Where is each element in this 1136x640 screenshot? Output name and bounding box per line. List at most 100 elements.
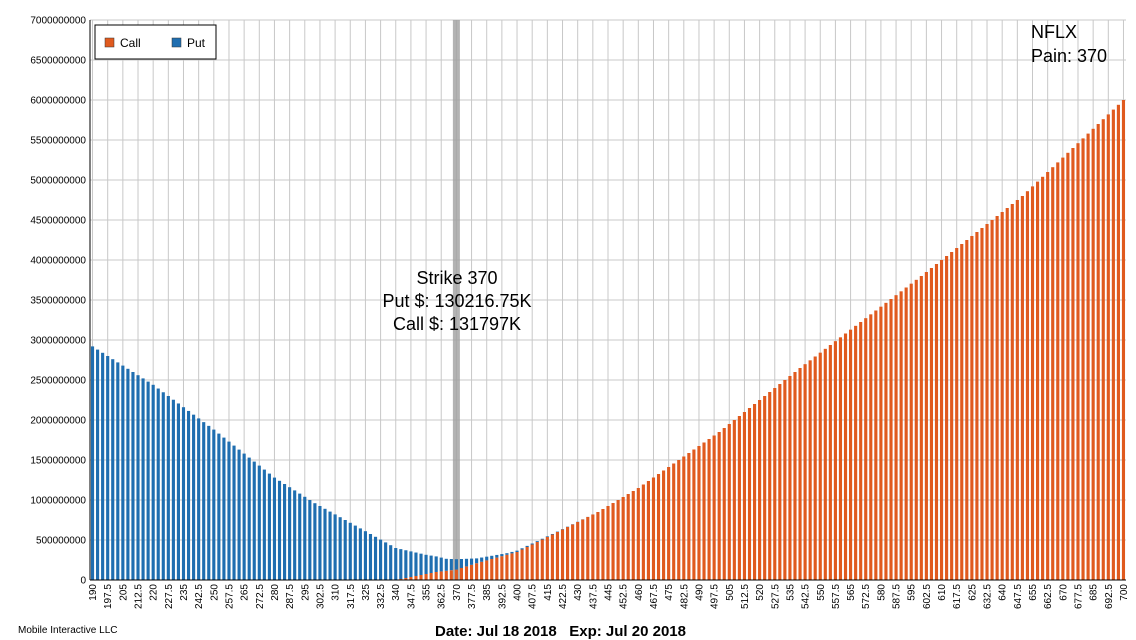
x-tick-label: 452.5	[619, 584, 630, 609]
bar-put	[116, 362, 120, 580]
bar-put	[282, 484, 287, 580]
bar-put	[96, 349, 100, 580]
x-tick-label: 580	[876, 584, 887, 601]
bar-call	[747, 408, 752, 580]
x-tick-label: 400	[513, 584, 524, 601]
legend-put-swatch	[171, 37, 182, 48]
bar-call	[672, 463, 676, 580]
legend-call-swatch	[104, 37, 115, 48]
x-tick-label: 235	[179, 584, 190, 601]
bar-call	[838, 337, 843, 580]
bar-call	[950, 252, 954, 580]
bar-call	[965, 240, 969, 580]
x-tick-label: 610	[937, 584, 948, 601]
bar-call	[985, 224, 989, 580]
bar-put	[272, 477, 277, 580]
bar-put	[515, 550, 519, 552]
bar-put	[136, 375, 140, 580]
bar-put	[333, 514, 337, 580]
bar-put	[267, 473, 271, 580]
x-tick-label: 640	[998, 584, 1009, 601]
bar-put	[424, 554, 428, 574]
bar-call	[687, 453, 691, 580]
y-tick-label: 4000000000	[30, 256, 86, 267]
bar-call	[1056, 162, 1060, 580]
bar-call	[616, 500, 620, 580]
bar-call	[960, 244, 964, 580]
bar-put	[242, 453, 246, 580]
bar-put	[262, 469, 266, 580]
bar-call	[626, 494, 630, 580]
y-tick-label: 3500000000	[30, 296, 86, 307]
x-tick-label: 362.5	[437, 584, 448, 609]
annotation-put: Put $: 130216.75K	[382, 291, 531, 311]
bar-call	[914, 279, 918, 580]
bar-call	[651, 477, 656, 580]
x-tick-label: 677.5	[1073, 584, 1084, 609]
bar-put	[126, 368, 130, 580]
highlight-layer	[452, 20, 460, 580]
x-tick-label: 632.5	[983, 584, 994, 609]
bar-call	[1010, 204, 1014, 580]
bar-call	[899, 291, 903, 580]
bar-put	[318, 506, 322, 580]
y-tick-label: 1000000000	[30, 496, 86, 507]
bar-put	[550, 533, 554, 535]
bar-call	[1035, 181, 1040, 580]
bar-call	[798, 368, 802, 580]
bar-call	[631, 491, 635, 580]
bar-call	[934, 264, 939, 580]
bar-call	[646, 481, 650, 580]
x-tick-label: 655	[1028, 584, 1039, 601]
x-tick-label: 250	[209, 584, 220, 601]
x-tick-label: 535	[785, 584, 796, 601]
bar-call	[869, 314, 873, 580]
bar-put	[434, 556, 438, 572]
bar-put	[520, 548, 524, 550]
x-tick-label: 512.5	[740, 584, 751, 609]
bar-call	[980, 228, 984, 580]
bar-put	[389, 545, 393, 580]
bar-put	[257, 465, 261, 580]
x-tick-label: 617.5	[952, 584, 963, 609]
bar-call	[404, 578, 408, 580]
x-tick-label: 587.5	[892, 584, 903, 609]
x-tick-label: 415	[543, 584, 554, 601]
bar-call	[717, 432, 721, 580]
x-tick-label: 505	[725, 584, 736, 601]
y-tick-label: 5000000000	[30, 176, 86, 187]
bar-put	[197, 418, 201, 580]
x-tick-label: 445	[604, 584, 615, 601]
bar-call	[889, 299, 893, 580]
x-tick-label: 317.5	[346, 584, 357, 609]
bar-call	[475, 563, 479, 580]
bar-put	[535, 541, 539, 542]
bar-put	[444, 558, 448, 571]
y-tick-label: 0	[80, 576, 86, 587]
bar-call	[924, 272, 928, 580]
x-tick-label: 692.5	[1104, 584, 1115, 609]
bar-put	[490, 555, 494, 559]
bar-call	[763, 396, 767, 580]
bar-put	[449, 559, 453, 571]
legend-call-label: Call	[120, 36, 141, 50]
bar-call	[929, 268, 934, 580]
x-tick-label: 520	[755, 584, 766, 601]
bar-call	[1000, 212, 1004, 580]
x-tick-label: 437.5	[588, 584, 599, 609]
bar-put	[298, 493, 302, 580]
bar-call	[1071, 148, 1075, 580]
bar-put	[161, 392, 165, 580]
bar-call	[449, 570, 453, 580]
bar-call	[788, 376, 792, 580]
bar-call	[500, 556, 504, 580]
bar-call	[540, 539, 544, 580]
bar-call	[641, 484, 645, 580]
bar-call	[813, 356, 817, 580]
bar-call	[874, 310, 878, 580]
bar-call	[1096, 124, 1100, 580]
bar-call	[510, 553, 514, 580]
x-tick-label: 332.5	[376, 584, 387, 609]
bar-call	[702, 442, 706, 580]
